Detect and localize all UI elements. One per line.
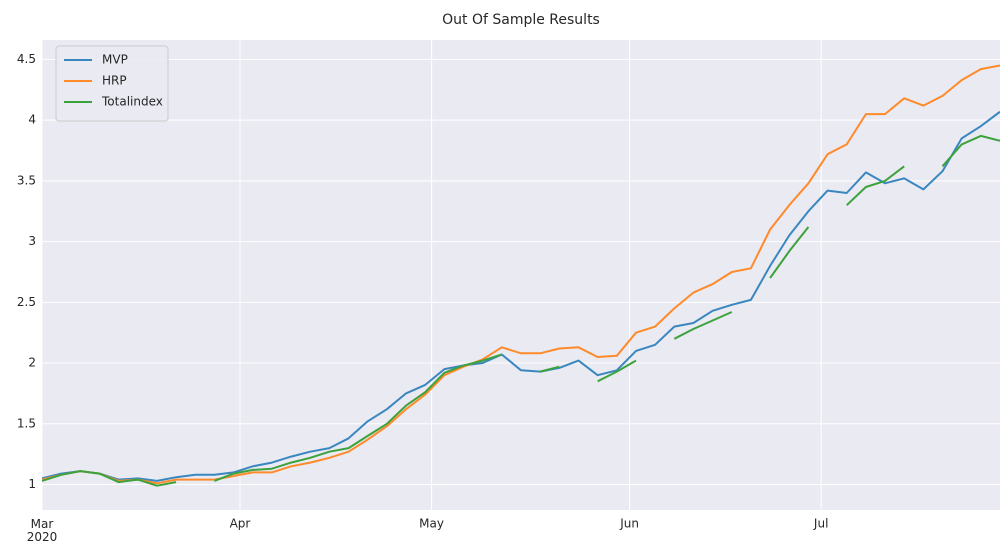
x-tick-label: Apr	[230, 517, 251, 531]
y-tick-label: 3	[28, 234, 36, 248]
x-tick-label: Jul	[813, 517, 828, 531]
series-line	[41, 110, 1000, 482]
y-tick-label: 3.5	[17, 173, 36, 187]
y-tick-label: 1	[28, 477, 36, 491]
legend-label: MVP	[102, 53, 128, 67]
y-tick-label: 4.5	[17, 52, 36, 66]
y-tick-label: 4	[28, 113, 36, 127]
series-line	[41, 134, 1000, 487]
y-tick-label: 1.5	[17, 416, 36, 430]
series-line	[41, 64, 1000, 485]
legend-label: HRP	[102, 74, 127, 88]
y-tick-label: 2	[28, 356, 36, 370]
legend-label: Totalindex	[101, 95, 163, 109]
chart-title: Out Of Sample Results	[442, 12, 600, 28]
x-tick-label: Mar 2020	[27, 517, 58, 544]
x-tick-label: Jun	[619, 517, 639, 531]
y-tick-label: 2.5	[17, 295, 36, 309]
plot-background	[42, 40, 1000, 510]
x-tick-label: May	[419, 517, 444, 531]
